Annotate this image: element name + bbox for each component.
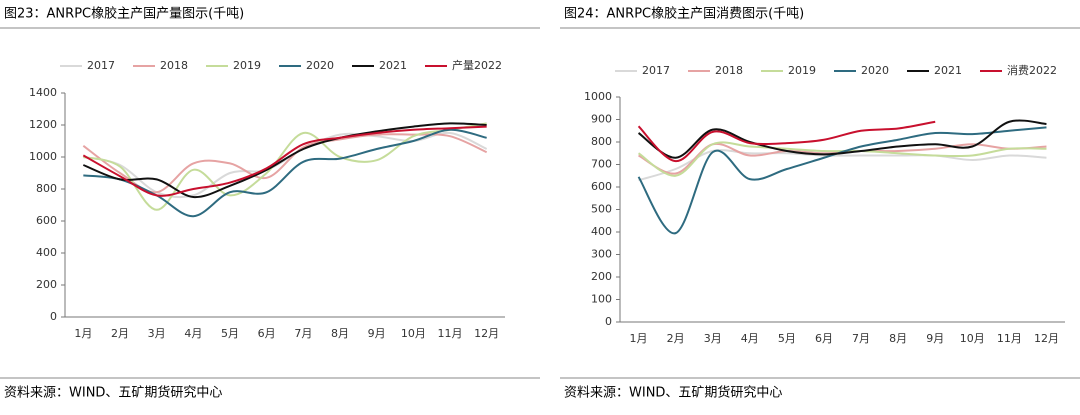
x-tick-label: 2月 bbox=[111, 327, 129, 340]
legend-label: 2019 bbox=[788, 64, 816, 77]
y-tick-label: 200 bbox=[591, 270, 612, 283]
y-tick-label: 400 bbox=[591, 225, 612, 238]
legend-label: 2018 bbox=[160, 59, 188, 72]
x-tick-label: 1月 bbox=[630, 332, 648, 345]
y-tick-label: 200 bbox=[36, 278, 57, 291]
legend-label: 2018 bbox=[715, 64, 743, 77]
x-tick-label: 5月 bbox=[778, 332, 796, 345]
x-tick-label: 5月 bbox=[221, 327, 239, 340]
y-tick-label: 400 bbox=[36, 246, 57, 259]
series-line bbox=[82, 125, 487, 197]
legend-label: 产量2022 bbox=[452, 58, 502, 72]
x-tick-label: 9月 bbox=[926, 332, 944, 345]
chart-title: 图23：ANRPC橡胶主产国产量图示(千吨) bbox=[4, 6, 244, 22]
y-tick-label: 300 bbox=[591, 248, 612, 261]
x-tick-label: 6月 bbox=[258, 327, 276, 340]
x-tick-label: 1月 bbox=[74, 327, 92, 340]
legend-label: 2021 bbox=[934, 64, 962, 77]
series-line bbox=[83, 122, 487, 211]
x-tick-label: 7月 bbox=[294, 327, 312, 340]
legend-label: 2020 bbox=[306, 59, 334, 72]
y-tick-label: 800 bbox=[36, 182, 57, 195]
series-line bbox=[637, 120, 936, 163]
x-tick-label: 8月 bbox=[331, 327, 349, 340]
series-line bbox=[637, 126, 1047, 235]
y-tick-label: 900 bbox=[591, 113, 612, 126]
legend-label: 2021 bbox=[379, 59, 407, 72]
x-tick-label: 6月 bbox=[815, 332, 833, 345]
y-tick-label: 700 bbox=[591, 158, 612, 171]
source-note: 资料来源：WIND、五矿期货研究中心 bbox=[564, 385, 782, 401]
x-tick-label: 4月 bbox=[741, 332, 759, 345]
source-note: 资料来源：WIND、五矿期货研究中心 bbox=[4, 385, 222, 401]
y-tick-label: 600 bbox=[591, 180, 612, 193]
legend-label: 2017 bbox=[642, 64, 670, 77]
y-tick-label: 1000 bbox=[29, 150, 57, 163]
x-tick-label: 11月 bbox=[438, 327, 463, 340]
x-tick-label: 7月 bbox=[852, 332, 870, 345]
y-tick-label: 500 bbox=[591, 203, 612, 216]
x-tick-label: 3月 bbox=[148, 327, 166, 340]
y-tick-label: 1200 bbox=[29, 118, 57, 131]
series-line bbox=[638, 149, 1047, 182]
y-tick-label: 800 bbox=[591, 135, 612, 148]
y-tick-label: 0 bbox=[605, 315, 612, 328]
y-tick-label: 600 bbox=[36, 214, 57, 227]
x-tick-label: 8月 bbox=[889, 332, 907, 345]
x-tick-label: 3月 bbox=[704, 332, 722, 345]
x-tick-label: 4月 bbox=[184, 327, 202, 340]
y-tick-label: 100 bbox=[591, 293, 612, 306]
legend-label: 2020 bbox=[861, 64, 889, 77]
x-tick-label: 11月 bbox=[997, 332, 1022, 345]
x-tick-label: 2月 bbox=[667, 332, 685, 345]
legend-label: 2017 bbox=[87, 59, 115, 72]
y-tick-label: 1000 bbox=[584, 90, 612, 103]
series-line bbox=[82, 122, 487, 199]
x-tick-label: 12月 bbox=[1034, 332, 1059, 345]
legend-label: 消费2022 bbox=[1007, 63, 1057, 77]
series-line bbox=[83, 128, 487, 218]
legend-label: 2019 bbox=[233, 59, 261, 72]
chart-title: 图24：ANRPC橡胶主产国消费图示(千吨) bbox=[564, 6, 804, 22]
series-line bbox=[637, 119, 1047, 159]
x-tick-label: 12月 bbox=[474, 327, 499, 340]
x-tick-label: 9月 bbox=[368, 327, 386, 340]
y-tick-label: 0 bbox=[50, 310, 57, 323]
x-tick-label: 10月 bbox=[960, 332, 985, 345]
x-tick-label: 10月 bbox=[401, 327, 426, 340]
y-tick-label: 1400 bbox=[29, 86, 57, 99]
